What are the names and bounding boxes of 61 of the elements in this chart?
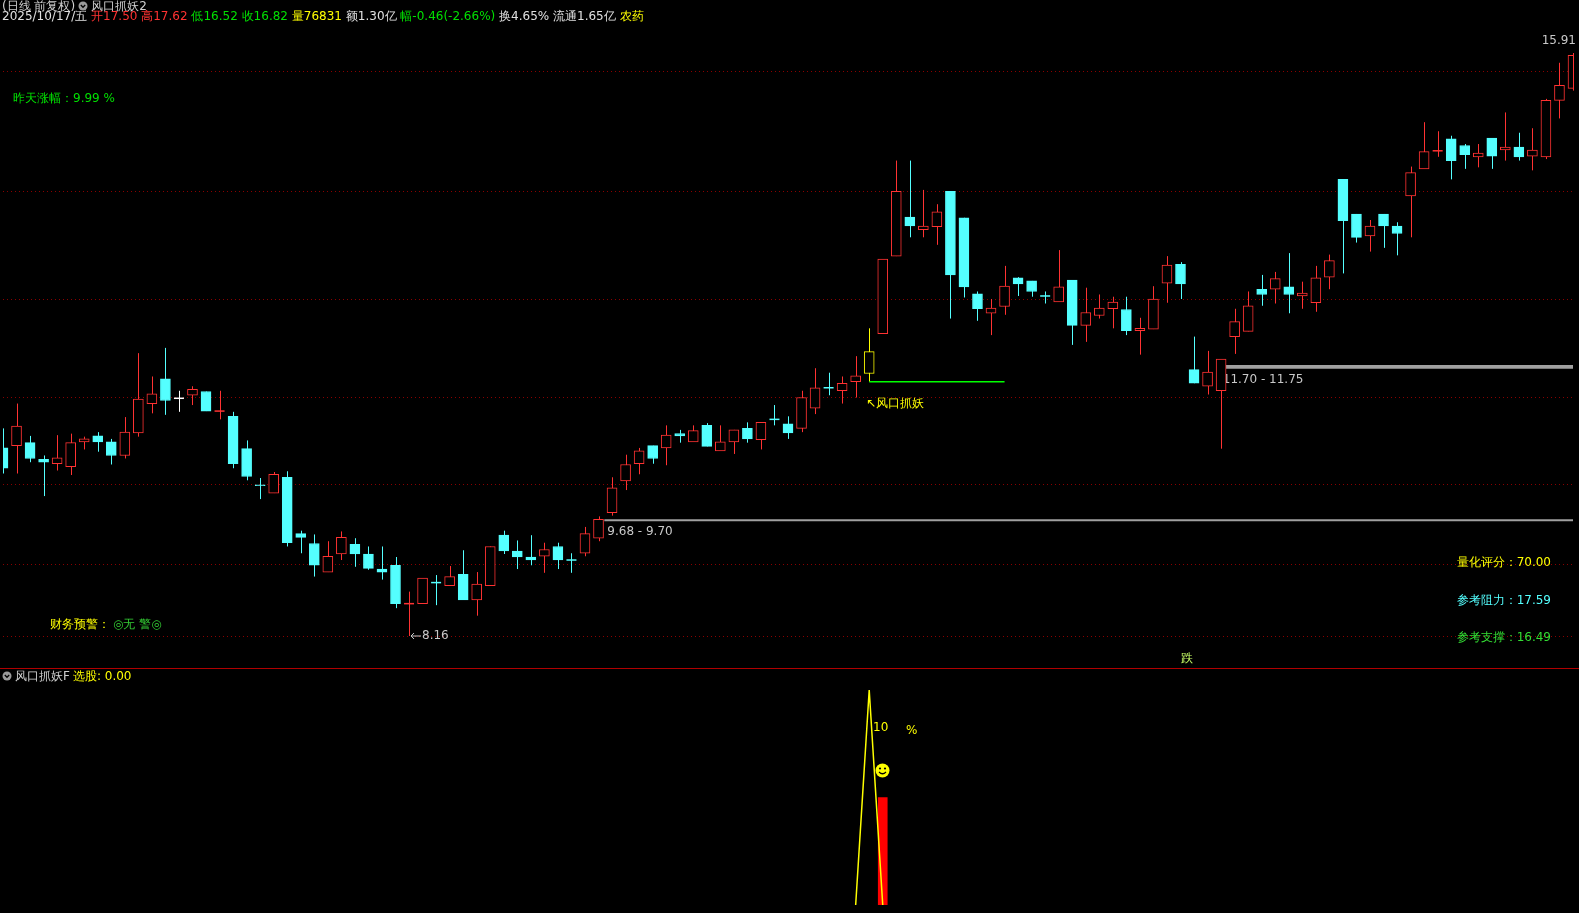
candlestick [1188, 336, 1200, 384]
candlestick [904, 160, 916, 238]
candlestick [1107, 296, 1119, 329]
text: 选股: 0.00 [72, 669, 132, 683]
candlestick [1134, 317, 1146, 356]
candlestick [1283, 252, 1295, 314]
candlestick [1039, 290, 1051, 304]
candlestick [308, 533, 320, 578]
candlestick [1351, 213, 1362, 244]
candlestick [119, 416, 131, 459]
candlestick [146, 375, 158, 414]
band-label: 9.68 - 9.70 [607, 523, 673, 538]
candlestick [579, 526, 591, 557]
candlestick [1431, 130, 1444, 158]
annotation: ◎无 警◎ [113, 617, 162, 631]
candlestick [822, 372, 835, 396]
candlestick [1080, 287, 1092, 343]
annotation: 参考阻力：17.59 [1456, 593, 1551, 607]
candlestick [1256, 274, 1268, 307]
candlestick [1161, 255, 1173, 304]
candlestick [1418, 121, 1430, 170]
candlestick [755, 421, 767, 450]
candlestick [660, 424, 672, 466]
candlestick [1486, 137, 1498, 170]
candlestick [160, 347, 171, 416]
annotation: % [906, 723, 918, 737]
chart-title: 风口抓妖F [15, 669, 70, 683]
annotation: 8.16 [422, 628, 449, 643]
candlestick [1093, 293, 1105, 320]
candlestick [213, 390, 226, 420]
candlestick [1378, 213, 1389, 249]
candlestick [1175, 261, 1186, 300]
candlestick [606, 476, 618, 517]
candlestick [1445, 135, 1457, 180]
annotation: 昨天涨幅：9.99 % [13, 91, 115, 105]
text: 跌 [1181, 651, 1193, 665]
candlestick [999, 265, 1010, 316]
candlestick [51, 434, 63, 471]
candlestick [539, 542, 550, 574]
candlestick [1405, 166, 1416, 238]
candlestick [1121, 296, 1132, 336]
annotation: 参考支撑：16.49 [1456, 630, 1551, 644]
candlestick [11, 403, 22, 475]
text: 15.91 [1541, 33, 1576, 48]
candlestick [593, 515, 604, 542]
annotation: 财务预警： [50, 617, 110, 631]
candlestick [715, 424, 726, 452]
candlestick [565, 552, 578, 574]
candlestick [1310, 265, 1322, 313]
annotation: ↖风口抓妖 [866, 396, 925, 410]
candlestick [295, 530, 307, 554]
candlestick [65, 433, 76, 476]
candlestick [38, 454, 49, 497]
annotation: 量化评分：70.00 [1456, 555, 1551, 569]
annotation: 10 [873, 720, 889, 734]
candlestick [985, 298, 997, 336]
candlestick [187, 385, 198, 406]
candlestick [863, 327, 875, 383]
candlestick [850, 355, 861, 399]
candlestick [254, 477, 266, 500]
candlestick [809, 367, 821, 415]
